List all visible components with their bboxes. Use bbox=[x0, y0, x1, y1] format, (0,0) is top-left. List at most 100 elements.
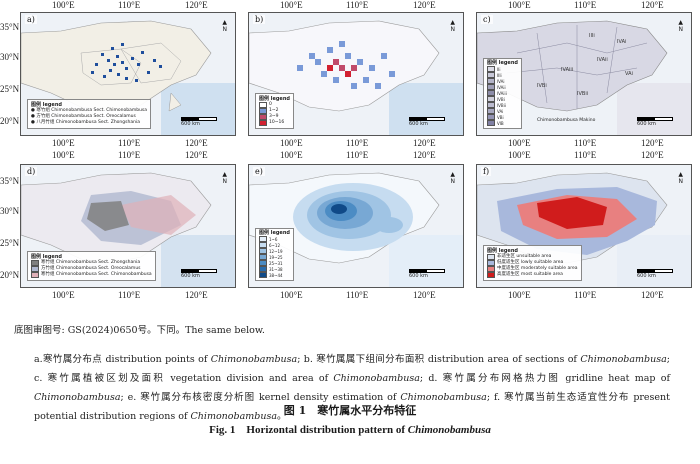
legend-e-text: 31~38 bbox=[269, 266, 283, 272]
legend-c-text: VIB bbox=[497, 120, 504, 126]
legend-c-text: IVAiii bbox=[497, 90, 507, 96]
lat-tick-r2-20: 20°N bbox=[0, 270, 20, 280]
lat-tick-r2-35: 35°N bbox=[0, 176, 20, 186]
caption-part: a.寒竹属分布点 distribution points of bbox=[34, 354, 211, 365]
legend-c-item: VIB bbox=[487, 120, 518, 126]
legend-d-text-2: 方竹组 Chimonobambusa Sect. Oreocalamus bbox=[41, 266, 141, 271]
legend-a-text-1: ● 寒竹组 Chimonobambusa Sect. Chimonobambus… bbox=[31, 108, 148, 113]
legend-c-text: IIi bbox=[497, 66, 501, 72]
legend-a-item: ● 方竹组 Chimonobambusa Sect. Oreocalamus bbox=[31, 114, 147, 120]
legend-e-swatch bbox=[259, 272, 267, 278]
caption-part: ; b. 寒竹属属下组间分布面积 distribution area of se… bbox=[297, 354, 581, 365]
lon-tick-b-110: 110°E bbox=[346, 0, 369, 10]
legend-a: 图例 legend ● 寒竹组 Chimonobambusa Sect. Chi… bbox=[27, 99, 152, 129]
legend-e-swatch bbox=[259, 266, 267, 272]
legend-f-swatch-2 bbox=[487, 260, 495, 266]
lon-tick-r2b-110c: 110°E bbox=[574, 290, 597, 300]
svg-text:VAi: VAi bbox=[625, 71, 633, 77]
legend-c-text: IVAii bbox=[497, 84, 506, 90]
lat-tick-r1-35: 35°N bbox=[0, 22, 20, 32]
legend-a-item: ● 寒竹组 Chimonobambusa Sect. Chimonobambus… bbox=[31, 108, 147, 114]
lon-tick-a-100: 100°E bbox=[52, 0, 75, 10]
legend-c-text: IVBii bbox=[497, 102, 506, 108]
caption-part: ; d. 寒竹属分布网格热力图 gridline heat map of bbox=[419, 373, 670, 384]
legend-c: 图例 legend IIi IIIi IVAi IVAii IVAiii IVB… bbox=[483, 58, 522, 129]
legend-f: 图例 legend 非适生区 unsuitable area 低度适生区 low… bbox=[483, 245, 582, 281]
map-f bbox=[477, 172, 691, 287]
caption-genus: Chimonobambusa bbox=[190, 411, 277, 422]
scale-label-c: 600 km bbox=[637, 121, 656, 127]
legend-e-text: 1~6 bbox=[269, 236, 278, 242]
legend-b-item: 1~2 bbox=[259, 108, 290, 114]
legend-d-title: 图例 legend bbox=[31, 254, 62, 260]
legend-f-item: 非适生区 unsuitable area bbox=[487, 254, 578, 260]
lat-tick-r2-30: 30°N bbox=[0, 206, 20, 216]
panel-d-heat-map: d) ▲ N 图例 legend 寒竹组 Chimonobambusa Sect.… bbox=[20, 164, 236, 288]
lon-tick-r2b-120c: 120°E bbox=[641, 290, 664, 300]
legend-e-item: 19~25 bbox=[259, 254, 290, 260]
legend-d-item: 寒竹组 Chimonobambusa Sect. Chimonobambusa bbox=[31, 272, 152, 278]
scale-bar-d: 600 km bbox=[181, 269, 217, 279]
legend-b-swatch-2 bbox=[259, 108, 267, 114]
north-label: N bbox=[450, 26, 455, 33]
lon-tick-r2-120c: 120°E bbox=[641, 150, 664, 160]
svg-text:IVBi: IVBi bbox=[537, 83, 547, 89]
legend-c-swatch bbox=[487, 108, 495, 114]
svg-text:IIIi: IIIi bbox=[589, 33, 595, 39]
legend-e-title: 图例 legend bbox=[259, 230, 290, 236]
caption-part: 。 bbox=[277, 411, 287, 422]
legend-e-swatch bbox=[259, 248, 267, 254]
panel-a-distribution-points: a) ▲ N 图例 legend ● 寒竹组 Chimonobambusa Sec… bbox=[20, 12, 236, 136]
north-label: N bbox=[222, 178, 227, 185]
lon-tick-r2b-110: 110°E bbox=[118, 290, 141, 300]
map-d bbox=[21, 172, 235, 287]
north-label: N bbox=[222, 26, 227, 33]
legend-e-text: 19~25 bbox=[269, 254, 283, 260]
lon-tick-r2b-120: 120°E bbox=[185, 290, 208, 300]
figure-title-en: Fig. 1 Horizontal distribution pattern o… bbox=[0, 421, 700, 437]
lon-tick-r2-110b: 110°E bbox=[346, 150, 369, 160]
lon-tick-a-120: 120°E bbox=[185, 0, 208, 10]
legend-f-text-3: 中度适生区 moderately suitable area bbox=[497, 266, 578, 271]
svg-text:IVAi: IVAi bbox=[617, 39, 626, 45]
lat-tick-r1-30: 30°N bbox=[0, 52, 20, 62]
caption-genus: Chimonobambusa bbox=[34, 392, 121, 403]
figure-title-en-genus: Chimonobambusa bbox=[407, 424, 491, 436]
legend-a-item: ● 八月竹组 Chimonobambusa Sect. Zhongshania bbox=[31, 120, 147, 126]
legend-c-swatch bbox=[487, 72, 495, 78]
caption-genus: Chimonobambusa bbox=[333, 373, 420, 384]
caption-genus: Chimonobambusa bbox=[210, 354, 298, 365]
legend-e-item: 38~44 bbox=[259, 272, 290, 278]
legend-f-title: 图例 legend bbox=[487, 248, 518, 254]
north-arrow: ▲ N bbox=[678, 171, 683, 185]
lon-tick-r2b-120b: 120°E bbox=[413, 290, 436, 300]
lat-tick-r1-20: 20°N bbox=[0, 116, 20, 126]
lon-tick-r2-110: 110°E bbox=[118, 150, 141, 160]
legend-a-text-2: ● 方竹组 Chimonobambusa Sect. Oreocalamus bbox=[31, 114, 136, 119]
legend-f-swatch-4 bbox=[487, 272, 495, 278]
lon-tick-r1b-110b: 110°E bbox=[346, 138, 369, 148]
lon-tick-r2-120b: 120°E bbox=[413, 150, 436, 160]
legend-c-swatch bbox=[487, 102, 495, 108]
legend-e-text: 38~44 bbox=[269, 272, 283, 278]
legend-c-item: VBi bbox=[487, 114, 518, 120]
lon-tick-r2-100b: 100°E bbox=[280, 150, 303, 160]
lon-tick-r2b-100: 100°E bbox=[52, 290, 75, 300]
lon-tick-r1b-100c: 100°E bbox=[508, 138, 531, 148]
north-arrow: ▲ N bbox=[450, 19, 455, 33]
legend-c-item: VAi bbox=[487, 108, 518, 114]
scale-bar-b: 600 km bbox=[409, 117, 445, 127]
legend-f-text-4: 高度适生区 most suitable area bbox=[497, 272, 563, 277]
caption-part: ; e. 寒竹属分布核密度分析图 kernel density estimati… bbox=[120, 392, 401, 403]
legend-c-item: IVBi bbox=[487, 96, 518, 102]
legend-c-swatch bbox=[487, 96, 495, 102]
legend-d-item: 方竹组 Chimonobambusa Sect. Oreocalamus bbox=[31, 266, 152, 272]
legend-c-text: IVBi bbox=[497, 96, 505, 102]
legend-b-swatch-3 bbox=[259, 114, 267, 120]
legend-b-text-2: 1~2 bbox=[269, 108, 279, 113]
lon-tick-r1b-120: 120°E bbox=[185, 138, 208, 148]
north-label: N bbox=[450, 178, 455, 185]
panel-f-suitability: f) ▲ N 图例 legend 非适生区 unsuitable area 低度适… bbox=[476, 164, 692, 288]
legend-c-text: IVAi bbox=[497, 78, 505, 84]
